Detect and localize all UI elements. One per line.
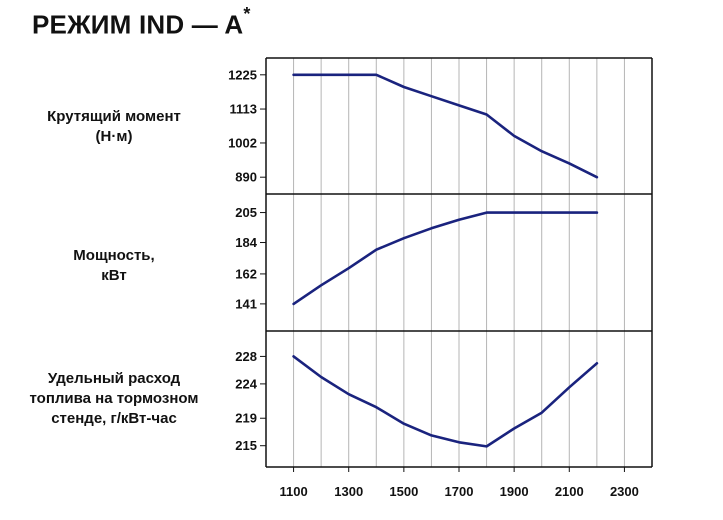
grid-layer	[293, 58, 625, 467]
y-tick-label: 219	[235, 411, 257, 426]
y-tick-label: 205	[235, 205, 257, 220]
y-tick-label: 215	[235, 438, 257, 453]
x-tick-layer: 1100 1300 1500 1700 1900 2100 2300	[279, 467, 639, 499]
y-tick-label: 228	[235, 349, 257, 364]
fuel-panel-label: Удельный расход топлива на тормозном стенд…	[0, 369, 228, 429]
y-tick-label: 1225	[228, 67, 257, 82]
x-tick-label: 1300	[334, 484, 363, 499]
frame-layer	[265, 57, 653, 468]
torque-panel-label: Крутящий момент (Н·м)	[0, 107, 228, 147]
series-line	[292, 73, 599, 179]
x-tick-label: 1500	[389, 484, 418, 499]
panel-label-line: (Н·м)	[95, 128, 133, 145]
page-title: РЕЖИМ IND — A*	[32, 4, 251, 41]
panel-label-line: стенде, г/кВт-час	[51, 410, 177, 427]
panel-label-line: топлива на тормозном	[29, 390, 199, 407]
panel-label-line: Удельный расход	[47, 370, 181, 387]
y-tick-label: 890	[235, 170, 257, 185]
x-tick-label: 1700	[445, 484, 474, 499]
y-tick-label: 184	[235, 235, 257, 250]
y-tick-label: 224	[235, 376, 257, 391]
power-panel-label: Мощность, кВт	[0, 246, 228, 286]
panel-label-line: Мощность,	[73, 247, 155, 264]
y-tick-label: 141	[235, 296, 257, 311]
page-title-text: РЕЖИМ IND — A	[32, 9, 244, 40]
y-tick-label: 1113	[230, 102, 258, 117]
y-tick-label: 162	[235, 266, 257, 281]
x-tick-label: 2100	[555, 484, 584, 499]
x-tick-label: 1100	[279, 484, 307, 499]
series-line	[292, 211, 599, 306]
page-title-asterisk: *	[243, 4, 251, 24]
panel-label-line: кВт	[101, 267, 127, 284]
y-tick-label: 1002	[228, 135, 257, 150]
x-tick-label: 1900	[500, 484, 529, 499]
x-tick-label: 2300	[610, 484, 639, 499]
series-layer	[292, 73, 599, 448]
panel-label-line: Крутящий момент	[47, 108, 181, 125]
y-tick-layer: 1225 1113 1002 890 205 184 162 141 228 224 219 215	[228, 67, 266, 453]
series-line	[292, 355, 599, 448]
